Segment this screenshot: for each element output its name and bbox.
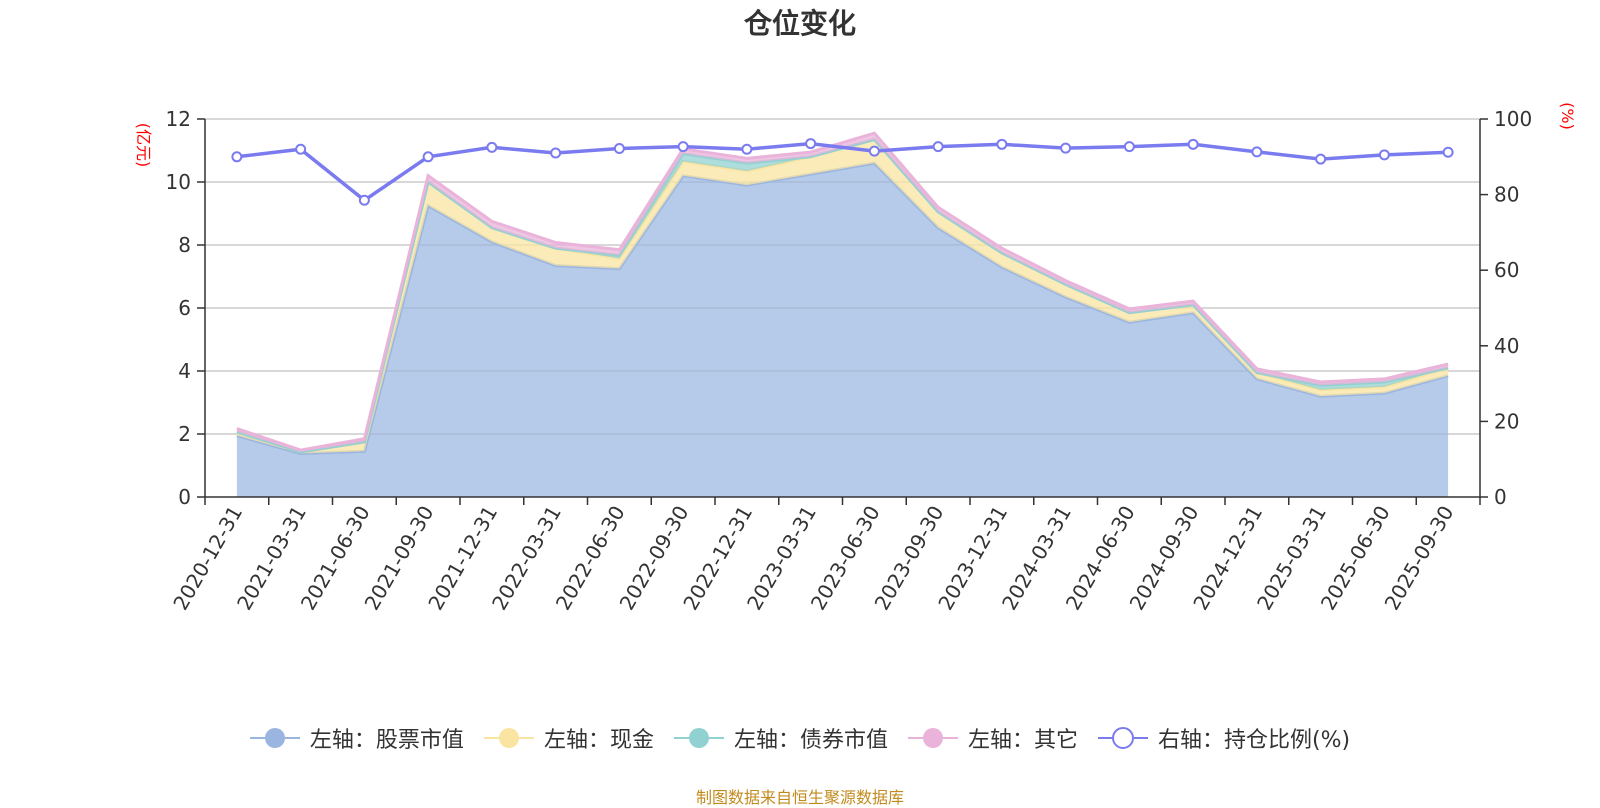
- legend-item-2[interactable]: 左轴：现金: [483, 722, 654, 754]
- left-tick-label: 4: [178, 359, 191, 383]
- right-axis-unit: (%): [1558, 102, 1577, 130]
- left-tick-label: 2: [178, 422, 191, 446]
- right-tick-label: 0: [1494, 485, 1507, 509]
- ratio-point: [1315, 153, 1327, 165]
- left-tick-label: 12: [166, 107, 191, 131]
- legend-marker-icon: [673, 728, 724, 748]
- legend-item-4[interactable]: 左轴：其它: [907, 722, 1078, 754]
- ratio-point: [996, 138, 1008, 150]
- left-axis-unit: (亿元): [134, 123, 153, 168]
- ratio-point: [1060, 142, 1072, 154]
- legend-item-5[interactable]: 右轴：持仓比例(%): [1097, 722, 1351, 754]
- ratio-point: [486, 141, 498, 153]
- ratio-point: [1378, 149, 1390, 161]
- ratio-point: [1123, 141, 1135, 153]
- area-series-line-4: [236, 131, 1449, 452]
- ratio-point: [1251, 146, 1263, 158]
- source-footer: 制图数据来自恒生聚源数据库: [695, 788, 904, 807]
- right-tick-label: 100: [1494, 107, 1532, 131]
- right-tick-label: 40: [1494, 334, 1519, 358]
- legend-item-3[interactable]: 左轴：债券市值: [673, 722, 888, 754]
- area-series-1: [236, 163, 1449, 497]
- left-tick-label: 8: [178, 233, 191, 257]
- legend-label: 左轴：债券市值: [733, 728, 888, 753]
- legend-label: 左轴：股票市值: [309, 728, 464, 753]
- left-tick-label: 6: [178, 296, 191, 320]
- ratio-line: [236, 141, 1449, 203]
- legend: 左轴：股票市值 左轴：现金 左轴：债券市值 左轴：其它 右轴：持仓比例(%): [0, 722, 1600, 754]
- ratio-point: [550, 147, 562, 159]
- ratio-point: [868, 145, 880, 157]
- right-tick-label: 80: [1494, 183, 1519, 207]
- ratio-point: [741, 143, 753, 155]
- ratio-point: [613, 142, 625, 154]
- legend-marker-icon: [249, 728, 300, 748]
- legend-marker-icon: [1097, 727, 1148, 749]
- ratio-point: [231, 151, 243, 163]
- legend-item-1[interactable]: 左轴：股票市值: [249, 722, 464, 754]
- legend-marker-icon: [907, 728, 958, 748]
- left-tick-label: 10: [166, 170, 191, 194]
- ratio-point: [677, 141, 689, 153]
- ratio-point: [1187, 138, 1199, 150]
- chart-title: 仓位变化: [743, 7, 856, 40]
- legend-label: 左轴：现金: [543, 728, 654, 753]
- legend-marker-icon: [483, 728, 534, 748]
- ratio-point: [295, 143, 307, 155]
- right-tick-label: 60: [1494, 258, 1519, 282]
- ratio-point: [805, 138, 817, 150]
- legend-label: 右轴：持仓比例(%): [1157, 728, 1351, 753]
- stacked-area-layer: [236, 131, 1449, 497]
- ratio-point: [422, 151, 434, 163]
- ratio-point: [1442, 146, 1454, 158]
- right-tick-label: 20: [1494, 409, 1519, 433]
- ratio-line-layer: [231, 138, 1454, 206]
- ratio-point: [932, 141, 944, 153]
- left-tick-label: 0: [178, 485, 191, 509]
- ratio-point: [358, 194, 370, 206]
- legend-label: 左轴：其它: [967, 728, 1078, 753]
